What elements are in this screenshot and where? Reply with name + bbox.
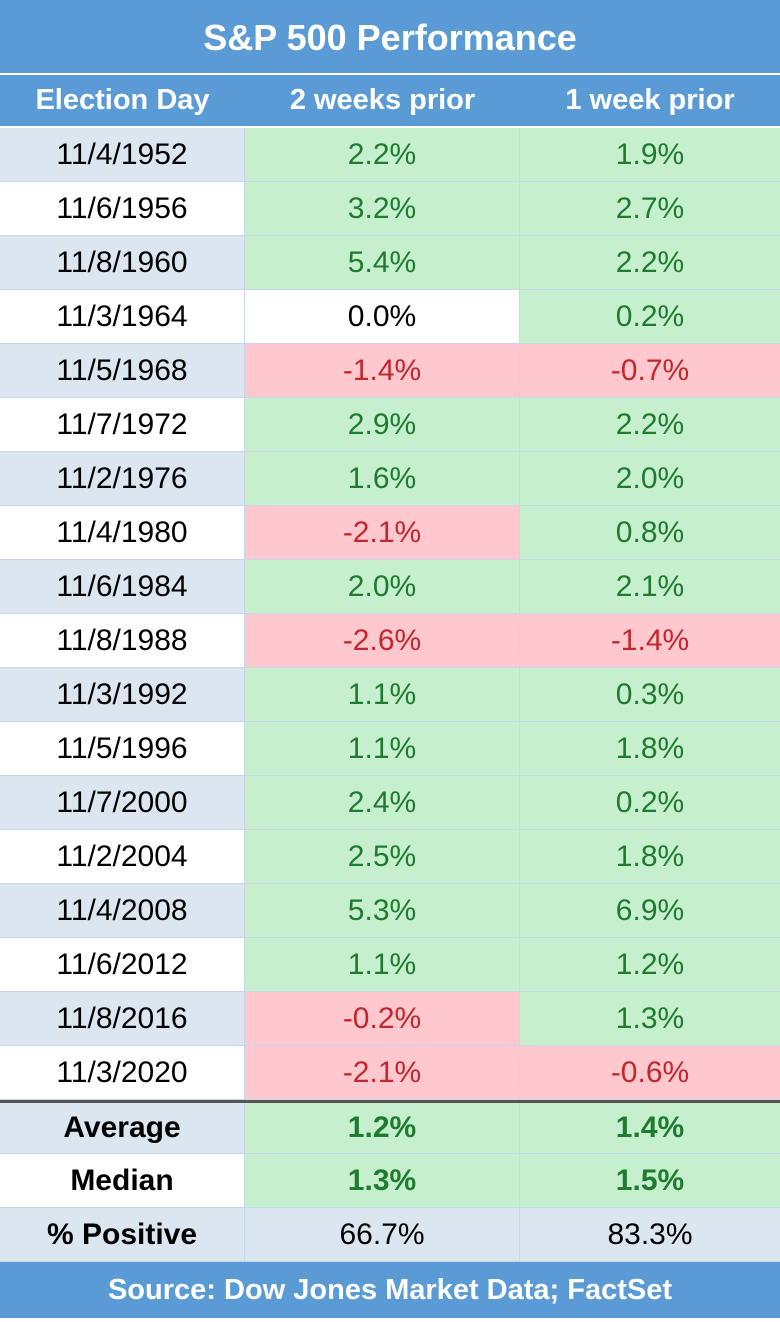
summary-value: 1.4% [520, 1103, 780, 1153]
summary-label: Median [0, 1154, 245, 1207]
summary-value: 1.3% [245, 1154, 520, 1207]
value-cell: 5.3% [245, 884, 520, 937]
header-cell: 2 weeks prior [245, 75, 520, 126]
summary-value: 83.3% [520, 1208, 780, 1261]
value-cell: 2.1% [520, 560, 780, 613]
date-cell: 11/6/1956 [0, 182, 245, 235]
date-cell: 11/4/2008 [0, 884, 245, 937]
data-row: 11/2/2004 2.5% 1.8% [0, 830, 780, 884]
value-cell: 1.9% [520, 128, 780, 181]
value-cell: 1.1% [245, 722, 520, 775]
data-row: 11/3/1992 1.1% 0.3% [0, 668, 780, 722]
summary-row: Average 1.2% 1.4% [0, 1100, 780, 1154]
date-cell: 11/8/1960 [0, 236, 245, 289]
data-row: 11/3/2020 -2.1% -0.6% [0, 1046, 780, 1100]
value-cell: 5.4% [245, 236, 520, 289]
data-row: 11/6/2012 1.1% 1.2% [0, 938, 780, 992]
value-cell: 2.0% [245, 560, 520, 613]
date-cell: 11/7/2000 [0, 776, 245, 829]
summary-label: Average [0, 1103, 245, 1153]
data-row: 11/6/1984 2.0% 2.1% [0, 560, 780, 614]
data-row: 11/5/1968 -1.4% -0.7% [0, 344, 780, 398]
value-cell: -1.4% [245, 344, 520, 397]
date-cell: 11/3/2020 [0, 1046, 245, 1099]
date-cell: 11/8/1988 [0, 614, 245, 667]
value-cell: 2.2% [520, 236, 780, 289]
value-cell: 2.5% [245, 830, 520, 883]
value-cell: -0.2% [245, 992, 520, 1045]
date-cell: 11/6/2012 [0, 938, 245, 991]
summary-value: 1.2% [245, 1103, 520, 1153]
date-cell: 11/3/1992 [0, 668, 245, 721]
data-row: 11/8/1960 5.4% 2.2% [0, 236, 780, 290]
date-cell: 11/8/2016 [0, 992, 245, 1045]
date-cell: 11/7/1972 [0, 398, 245, 451]
data-row: 11/2/1976 1.6% 2.0% [0, 452, 780, 506]
data-row: 11/8/1988 -2.6% -1.4% [0, 614, 780, 668]
data-row: 11/4/2008 5.3% 6.9% [0, 884, 780, 938]
header-cell: 1 week prior [520, 75, 780, 126]
value-cell: 2.9% [245, 398, 520, 451]
value-cell: 1.6% [245, 452, 520, 505]
value-cell: -2.6% [245, 614, 520, 667]
summary-label: % Positive [0, 1208, 245, 1261]
value-cell: -1.4% [520, 614, 780, 667]
value-cell: 1.1% [245, 938, 520, 991]
value-cell: 2.2% [245, 128, 520, 181]
value-cell: 6.9% [520, 884, 780, 937]
value-cell: 3.2% [245, 182, 520, 235]
value-cell: 0.8% [520, 506, 780, 559]
value-cell: 1.3% [520, 992, 780, 1045]
value-cell: 2.7% [520, 182, 780, 235]
value-cell: 2.4% [245, 776, 520, 829]
value-cell: 2.2% [520, 398, 780, 451]
source-note: Source: Dow Jones Market Data; FactSet [0, 1262, 780, 1318]
data-row: 11/3/1964 0.0% 0.2% [0, 290, 780, 344]
value-cell: -0.6% [520, 1046, 780, 1099]
table-title: S&P 500 Performance [0, 0, 780, 75]
date-cell: 11/6/1984 [0, 560, 245, 613]
summary-row: Median 1.3% 1.5% [0, 1154, 780, 1208]
date-cell: 11/4/1952 [0, 128, 245, 181]
date-cell: 11/2/1976 [0, 452, 245, 505]
value-cell: 0.3% [520, 668, 780, 721]
header-cell: Election Day [0, 75, 245, 126]
value-cell: 1.2% [520, 938, 780, 991]
value-cell: -2.1% [245, 1046, 520, 1099]
date-cell: 11/5/1996 [0, 722, 245, 775]
value-cell: 0.2% [520, 776, 780, 829]
table-body: Election Day 2 weeks prior 1 week prior 11/… [0, 75, 780, 1262]
value-cell: 1.8% [520, 830, 780, 883]
date-cell: 11/5/1968 [0, 344, 245, 397]
date-cell: 11/4/1980 [0, 506, 245, 559]
data-row: 11/7/2000 2.4% 0.2% [0, 776, 780, 830]
summary-value: 1.5% [520, 1154, 780, 1207]
date-cell: 11/3/1964 [0, 290, 245, 343]
value-cell: -0.7% [520, 344, 780, 397]
summary-row: % Positive 66.7% 83.3% [0, 1208, 780, 1262]
data-row: 11/6/1956 3.2% 2.7% [0, 182, 780, 236]
data-row: 11/4/1980 -2.1% 0.8% [0, 506, 780, 560]
value-cell: -2.1% [245, 506, 520, 559]
data-row: 11/7/1972 2.9% 2.2% [0, 398, 780, 452]
date-cell: 11/2/2004 [0, 830, 245, 883]
data-row: 11/5/1996 1.1% 1.8% [0, 722, 780, 776]
value-cell: 1.1% [245, 668, 520, 721]
value-cell: 0.2% [520, 290, 780, 343]
data-row: 11/4/1952 2.2% 1.9% [0, 128, 780, 182]
value-cell: 2.0% [520, 452, 780, 505]
value-cell: 0.0% [245, 290, 520, 343]
data-row: 11/8/2016 -0.2% 1.3% [0, 992, 780, 1046]
summary-value: 66.7% [245, 1208, 520, 1261]
value-cell: 1.8% [520, 722, 780, 775]
header-row: Election Day 2 weeks prior 1 week prior [0, 75, 780, 128]
